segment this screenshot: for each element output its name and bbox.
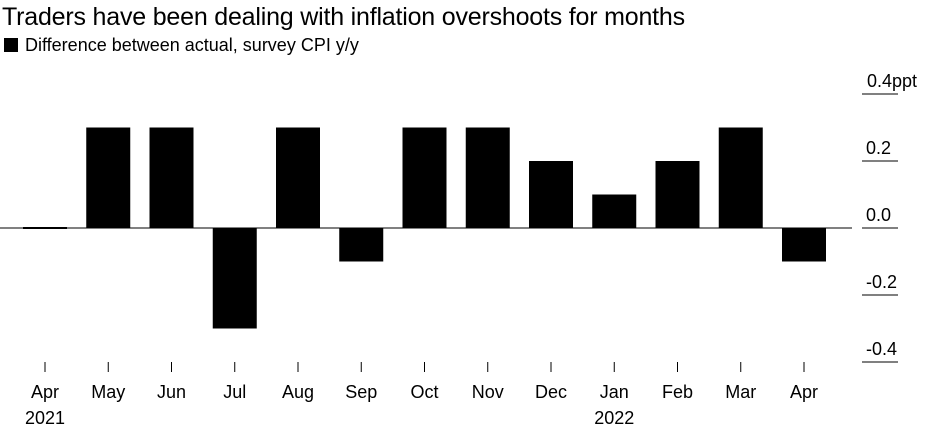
x-tick-label: Dec	[535, 382, 567, 402]
bar	[655, 161, 700, 228]
x-tick-label: Apr	[790, 382, 818, 402]
x-year-label: 2022	[594, 408, 634, 428]
x-year-label: 2021	[25, 408, 65, 428]
legend: Difference between actual, survey CPI y/…	[4, 34, 359, 56]
x-tick-label: Feb	[662, 382, 693, 402]
x-tick-label: Oct	[410, 382, 438, 402]
y-tick-label: -0.2	[866, 272, 897, 292]
x-tick-label: Mar	[725, 382, 756, 402]
y-tick-label: 0.2	[866, 138, 891, 158]
y-tick-label: 0.4ppt	[867, 71, 917, 91]
x-tick-label: Aug	[282, 382, 314, 402]
bar	[592, 194, 637, 228]
bar	[212, 228, 257, 329]
x-tick-label: Jul	[223, 382, 246, 402]
legend-swatch	[4, 38, 18, 52]
bar	[718, 127, 763, 228]
x-tick-label: Apr	[31, 382, 59, 402]
bar	[339, 228, 384, 262]
x-tick-label: Jun	[157, 382, 186, 402]
chart-title: Traders have been dealing with inflation…	[2, 3, 685, 31]
x-tick-label: Jan	[600, 382, 629, 402]
y-tick-label: 0.0	[866, 205, 891, 225]
bar	[149, 127, 194, 228]
bar	[86, 127, 131, 228]
bar	[465, 127, 510, 228]
x-tick-label: Sep	[345, 382, 377, 402]
legend-label: Difference between actual, survey CPI y/…	[25, 35, 359, 55]
bar	[402, 127, 447, 228]
y-tick-label: -0.4	[866, 339, 897, 359]
bar	[276, 127, 320, 228]
bar	[782, 228, 826, 262]
bar	[529, 161, 573, 228]
x-tick-label: Nov	[472, 382, 504, 402]
x-tick-label: May	[91, 382, 125, 402]
